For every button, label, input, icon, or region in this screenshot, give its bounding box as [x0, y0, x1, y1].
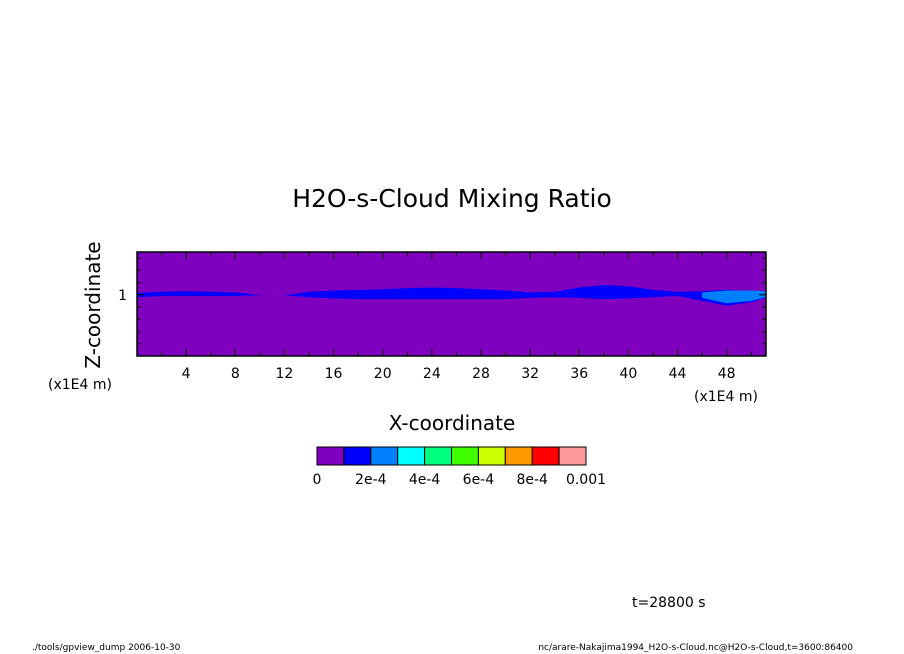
x-tick-label: 16	[325, 366, 343, 382]
colorbar-swatch	[477, 446, 506, 466]
colorbar-label: 2e-4	[355, 472, 387, 488]
x-axis-label: X-coordinate	[389, 411, 516, 435]
x-unit-label: (x1E4 m)	[694, 389, 758, 405]
x-tick-label: 20	[374, 366, 392, 382]
y-tick-label: 1	[118, 288, 127, 304]
cloud-patch	[702, 290, 766, 304]
colorbar-swatch	[531, 446, 560, 466]
colorbar-labels: 0 2e-4 4e-4 6e-4 8e-4 0.001	[313, 472, 607, 488]
x-tick-label: 48	[718, 366, 736, 382]
colorbar-swatch	[370, 446, 399, 466]
colorbar-swatch	[504, 446, 533, 466]
x-tick-label: 24	[423, 366, 441, 382]
x-tick-label: 4	[182, 366, 191, 382]
colorbar-label: 8e-4	[516, 472, 548, 488]
colorbar-swatch	[451, 446, 479, 466]
colorbar-swatch	[558, 446, 587, 466]
colorbar-label: 0.001	[566, 472, 606, 488]
x-tick-label: 32	[521, 366, 539, 382]
x-tick-label: 12	[276, 366, 294, 382]
plot-background	[137, 252, 766, 356]
time-annotation: t=28800 s	[632, 595, 706, 611]
footer-left: ./tools/gpview_dump 2006-10-30	[32, 643, 181, 653]
colorbar	[316, 446, 587, 466]
chart-title: H2O-s-Cloud Mixing Ratio	[292, 184, 612, 213]
x-tick-label: 36	[570, 366, 588, 382]
plot-area: 4 8 12 16 20 24 28 32 36 40 44 48 1	[118, 251, 767, 382]
x-tick-label: 44	[669, 366, 687, 382]
colorbar-label: 0	[313, 472, 322, 488]
colorbar-swatch	[424, 446, 453, 466]
colorbar-swatch	[343, 446, 372, 466]
colorbar-label: 4e-4	[409, 472, 441, 488]
y-unit-label: (x1E4 m)	[48, 377, 112, 393]
plot-frame	[136, 251, 767, 357]
x-ticks: 4 8 12 16 20 24 28 32 36 40 44 48	[136, 252, 752, 382]
x-tick-label: 40	[619, 366, 637, 382]
x-tick-label: 8	[231, 366, 240, 382]
colorbar-swatch	[316, 446, 345, 466]
colorbar-swatch	[397, 446, 426, 466]
y-ticks: 1	[118, 257, 766, 345]
colorbar-label: 6e-4	[463, 472, 495, 488]
footer-right: nc/arare-Nakajima1994_H2O-s-Cloud.nc@H2O…	[538, 643, 853, 653]
y-axis-label: Z-coordinate	[81, 241, 105, 368]
x-tick-label: 28	[472, 366, 490, 382]
cloud-layer	[137, 285, 766, 306]
